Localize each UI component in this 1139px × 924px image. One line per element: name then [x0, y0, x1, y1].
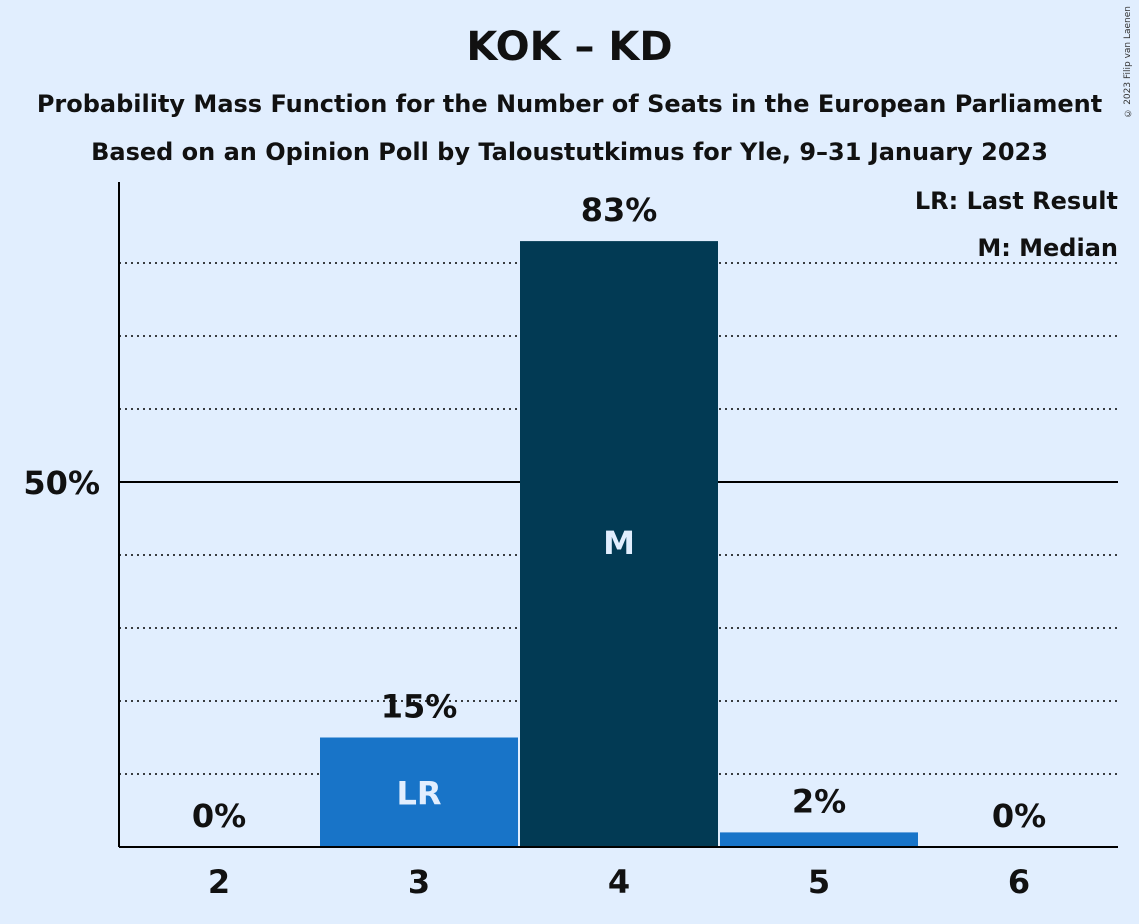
chart-title: KOK – KD [466, 24, 673, 70]
legend: LR: Last Result M: Median [915, 187, 1118, 262]
bar-5 [720, 832, 918, 847]
axes: 50% 2 3 4 5 6 [23, 182, 1118, 901]
chart-subtitle-method: Probability Mass Function for the Number… [36, 90, 1103, 118]
bar-4 [520, 241, 718, 848]
data-label-6: 0% [992, 797, 1046, 835]
x-tick-label-6: 6 [1008, 863, 1030, 901]
chart-subtitle-source: Based on an Opinion Poll by Taloustutkim… [91, 138, 1048, 166]
x-tick-label-3: 3 [408, 863, 430, 901]
legend-last-result: LR: Last Result [915, 187, 1118, 215]
data-label-5: 2% [792, 782, 846, 820]
data-label-2: 0% [192, 797, 246, 835]
data-label-4: 83% [581, 191, 658, 229]
bars [320, 241, 918, 848]
bar-3 [320, 737, 518, 847]
data-label-3: 15% [381, 688, 458, 726]
x-tick-label-4: 4 [608, 863, 630, 901]
x-tick-label-2: 2 [208, 863, 230, 901]
y-tick-label: 50% [23, 464, 100, 502]
data-labels: 0% 15% LR 83% M 2% 0% [192, 191, 1046, 835]
median-marker: M [603, 524, 635, 562]
x-tick-label-5: 5 [808, 863, 830, 901]
last-result-marker: LR [396, 774, 441, 812]
legend-median: M: Median [977, 234, 1118, 262]
